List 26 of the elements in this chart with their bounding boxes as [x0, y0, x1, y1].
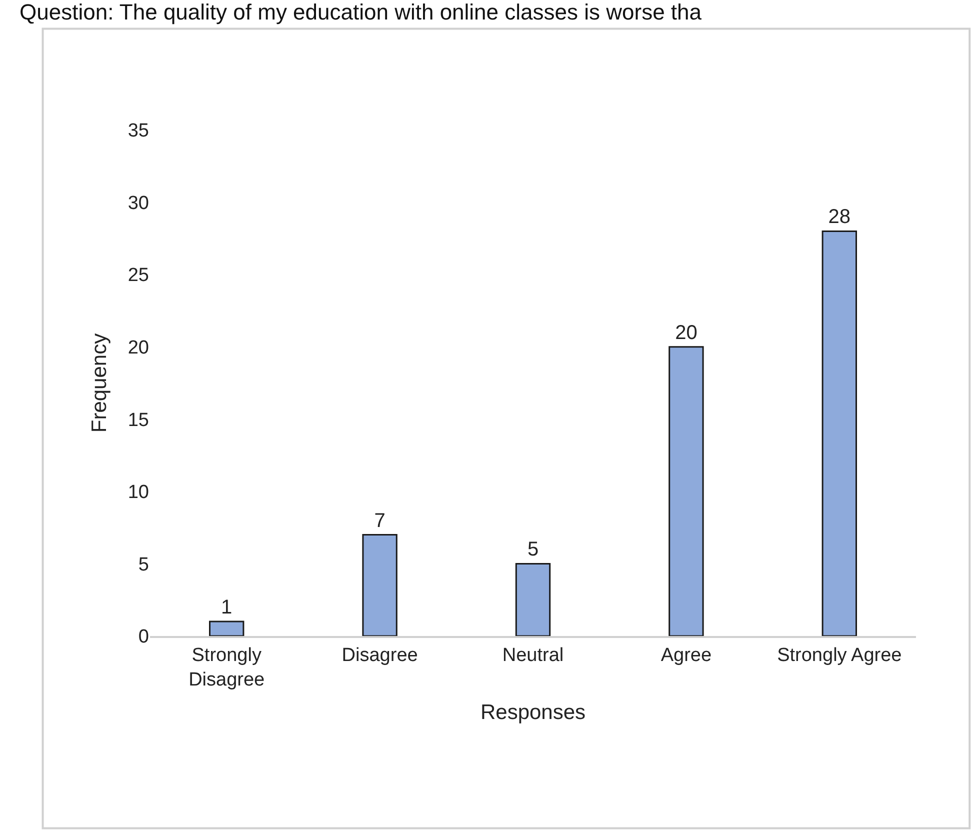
- y-tick-label: 15: [128, 410, 149, 431]
- x-tick-label: Agree: [660, 644, 712, 666]
- y-tick-label: 10: [128, 482, 149, 504]
- bar: [668, 346, 704, 636]
- x-axis-title: Responses: [480, 701, 586, 724]
- y-tick-label: 20: [128, 338, 149, 359]
- data-label: 1: [221, 596, 232, 619]
- x-tick-label: Strongly Agree: [777, 644, 902, 666]
- y-tick-label: 0: [138, 626, 149, 648]
- y-axis-title: Frequency: [88, 332, 112, 433]
- y-tick-label: 30: [128, 192, 149, 214]
- data-label: 5: [527, 538, 539, 561]
- data-label: 28: [828, 206, 851, 228]
- x-tick-label: Strongly Disagree: [188, 644, 265, 690]
- data-label: 7: [374, 510, 386, 532]
- y-tick-label: 35: [128, 120, 149, 142]
- y-tick-label: 5: [138, 554, 149, 576]
- data-label: 20: [675, 322, 698, 344]
- bar: [209, 620, 244, 636]
- bar: [822, 230, 857, 636]
- chart-title: Question: The quality of my education with online classes is worse tha: [20, 0, 702, 25]
- x-tick-label: Neutral: [502, 644, 564, 666]
- x-tick-label: Disagree: [342, 644, 418, 666]
- y-tick-label: 25: [128, 265, 149, 286]
- bar: [362, 534, 398, 636]
- bar: [515, 562, 551, 636]
